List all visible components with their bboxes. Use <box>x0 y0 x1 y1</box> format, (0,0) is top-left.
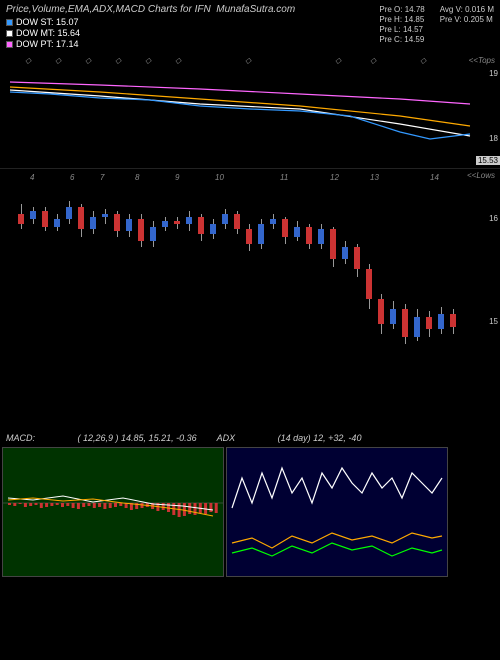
legend-label: DOW PT: 17.14 <box>16 39 79 49</box>
price-tag: 15.53 <box>476 156 500 165</box>
legend: DOW ST: 15.07DOW MT: 15.64DOW PT: 17.14 <box>6 17 379 49</box>
chart-title: Price,Volume,EMA,ADX,MACD Charts for IFN… <box>6 4 379 15</box>
lows-label: <<Lows <box>467 171 495 180</box>
ohlc-stats: Pre O: 14.78Pre H: 14.85Pre L: 14.57Pre … <box>379 4 424 50</box>
stats-block: Pre O: 14.78Pre H: 14.85Pre L: 14.57Pre … <box>379 4 494 50</box>
macd-chart <box>2 447 224 577</box>
candlestick-chart: <<Lows 1615467891011121314 <box>0 169 500 429</box>
volume-stats: Avg V: 0.016 MPre V: 0.205 M <box>440 4 494 50</box>
sub-charts-row <box>0 447 500 577</box>
legend-label: DOW ST: 15.07 <box>16 17 79 27</box>
adx-chart <box>226 447 448 577</box>
macd-label: MACD: ( 12,26,9 ) 14.85, 15.21, -0.36 <box>6 433 197 443</box>
chart-header: Price,Volume,EMA,ADX,MACD Charts for IFN… <box>0 0 500 54</box>
legend-square <box>6 30 13 37</box>
legend-square <box>6 19 13 26</box>
indicator-labels: MACD: ( 12,26,9 ) 14.85, 15.21, -0.36 AD… <box>0 429 500 447</box>
title-block: Price,Volume,EMA,ADX,MACD Charts for IFN… <box>6 4 379 50</box>
ema-line-chart: <<Tops 1918◇◇◇◇◇◇◇◇◇◇15.53 <box>0 54 500 169</box>
adx-label: ADX (14 day) 12, +32, -40 <box>217 433 362 443</box>
legend-square <box>6 41 13 48</box>
legend-label: DOW MT: 15.64 <box>16 28 80 38</box>
